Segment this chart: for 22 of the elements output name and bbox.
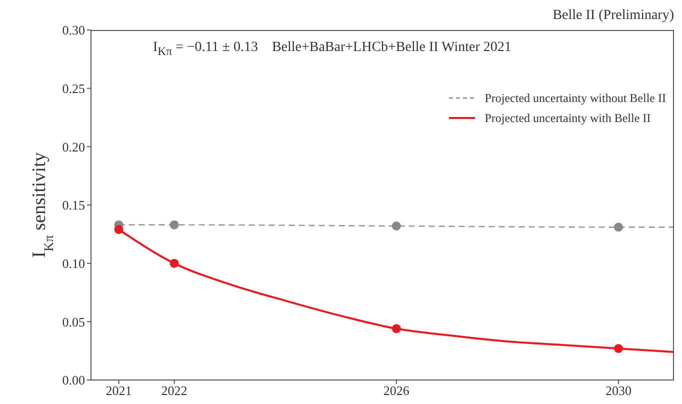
y-tick-label: 0.10 [62, 256, 85, 271]
y-tick-label: 0.15 [62, 198, 85, 213]
point [114, 225, 124, 234]
legend-label: Projected uncertainty without Belle II [484, 90, 666, 107]
point [170, 258, 179, 268]
x-tick-label: 2021 [106, 383, 132, 398]
point [170, 220, 179, 230]
y-tick-label: 0.20 [62, 139, 85, 154]
x-tick-label: 2022 [161, 383, 188, 398]
point [614, 222, 623, 232]
y-tick-label: 0.30 [62, 22, 85, 38]
y-tick-label: 0.00 [62, 372, 85, 388]
point [614, 344, 623, 353]
y-tick-label: 0.25 [62, 80, 85, 96]
x-tick-label: 2026 [383, 383, 410, 398]
y-tick-label: 0.05 [62, 314, 85, 330]
legend-label: Projected uncertainty with Belle II [484, 110, 651, 127]
point [392, 222, 401, 230]
chart-title: Belle II (Preliminary) [552, 8, 674, 24]
x-tick-label: 2030 [605, 383, 632, 398]
point [392, 324, 401, 334]
annotation: I$_{Kπ}$ = −0.11 ± 0.13 Belle+BaBar+LHCb+Belle II Winter 2021 [153, 40, 512, 58]
